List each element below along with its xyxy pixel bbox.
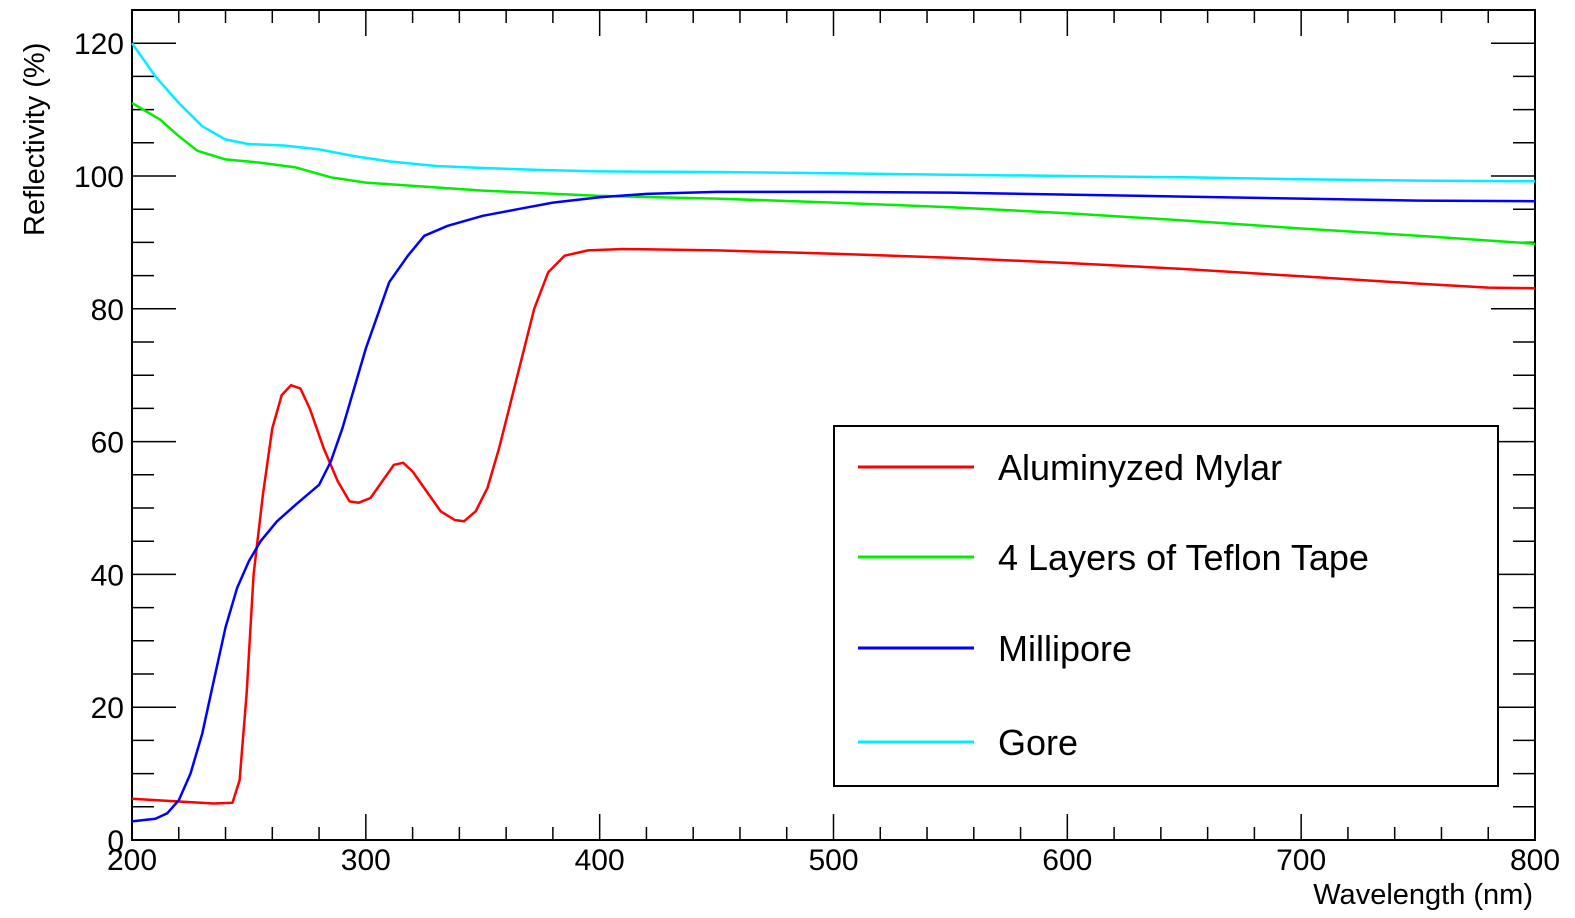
y-tick-labels: 0 20 40 60 80 100 120 xyxy=(74,28,124,858)
x-tick-labels: 200 300 400 500 600 700 800 xyxy=(107,844,1560,877)
x-tick-label: 300 xyxy=(341,844,391,877)
y-tick-label: 20 xyxy=(91,692,124,725)
x-tick-label: 700 xyxy=(1276,844,1326,877)
y-axis-title: Reflectivity (%) xyxy=(19,43,51,236)
series-lines xyxy=(130,42,1536,823)
axis-ticks xyxy=(131,9,1536,841)
x-axis-title: Wavelength (nm) xyxy=(1313,879,1533,911)
y-tick-label: 80 xyxy=(91,294,124,327)
y-tick-label: 120 xyxy=(74,28,124,61)
y-tick-label: 40 xyxy=(91,559,124,592)
legend-label: Gore xyxy=(998,722,1078,763)
y-tick-label: 0 xyxy=(107,825,124,858)
legend-box xyxy=(833,425,1499,787)
series-line-millipore xyxy=(131,190,1536,823)
y-tick-label: 100 xyxy=(74,161,124,194)
x-tick-label: 600 xyxy=(1042,844,1092,877)
legend-label: Millipore xyxy=(998,628,1132,669)
y-tick-label: 60 xyxy=(91,427,124,460)
legend-label: 4 Layers of Teflon Tape xyxy=(998,537,1369,578)
x-tick-label: 400 xyxy=(575,844,625,877)
x-tick-label: 800 xyxy=(1510,844,1560,877)
x-tick-label: 200 xyxy=(107,844,157,877)
legend-items: Aluminyzed Mylar 4 Layers of Teflon Tape M… xyxy=(858,447,1369,763)
series-line-aluminyzed-mylar xyxy=(131,247,1536,805)
series-line-4-layers-of-teflon-tape xyxy=(131,101,1536,245)
series-line-gore xyxy=(130,42,1536,183)
x-tick-label: 500 xyxy=(808,844,858,877)
legend: Aluminyzed Mylar 4 Layers of Teflon Tape M… xyxy=(833,425,1499,787)
legend-label: Aluminyzed Mylar xyxy=(998,447,1282,488)
